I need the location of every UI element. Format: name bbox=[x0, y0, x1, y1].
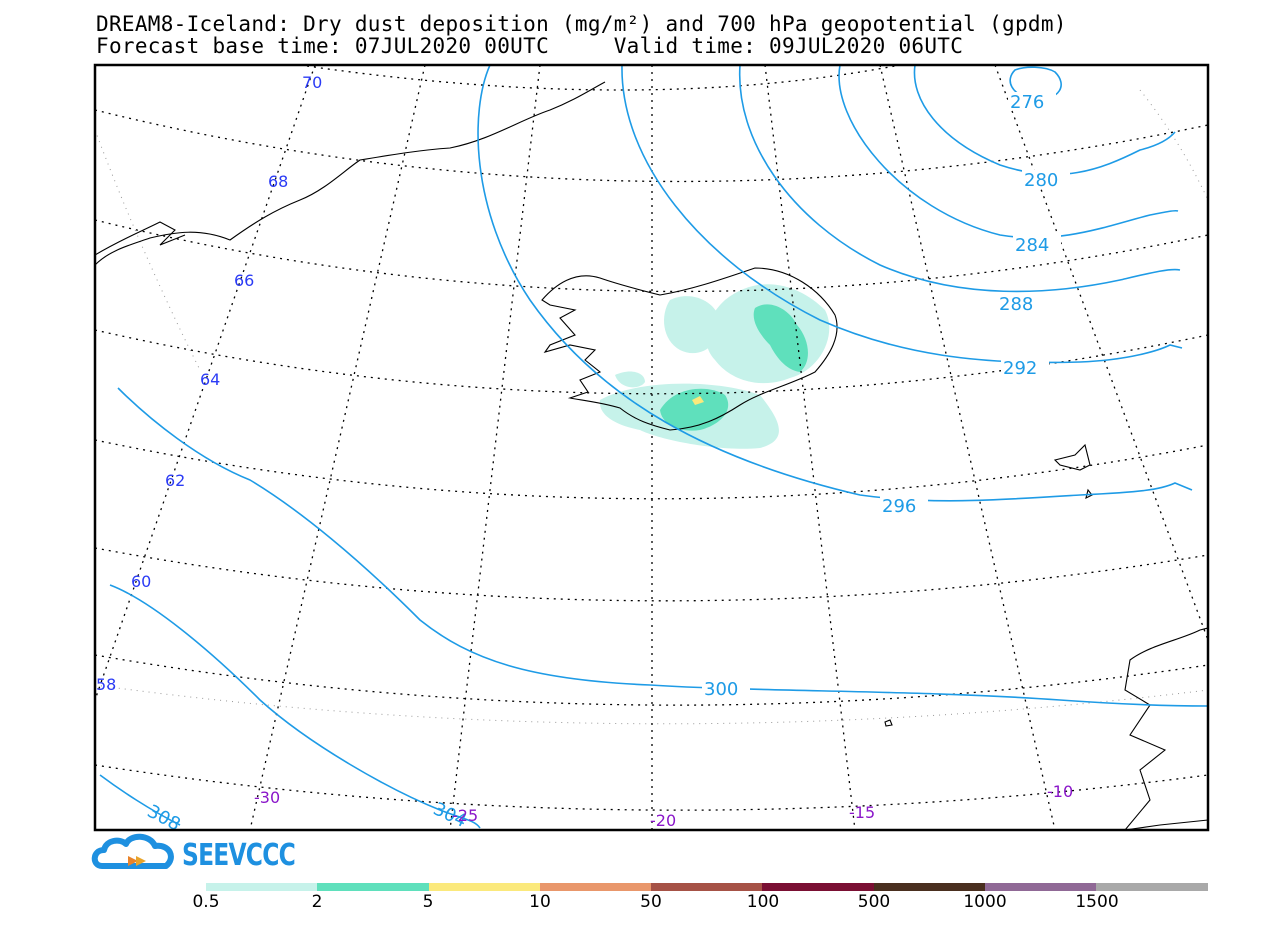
map-title: DREAM8-Iceland: Dry dust deposition (mg/… bbox=[96, 12, 1067, 36]
colorbar-label: 50 bbox=[640, 892, 662, 912]
lat-label: 62 bbox=[165, 471, 185, 490]
lon-label: -10 bbox=[1047, 782, 1073, 801]
lon-label: -20 bbox=[650, 811, 676, 830]
colorbar-swatch bbox=[428, 883, 540, 891]
colorbar bbox=[206, 883, 1208, 891]
lon-label: -25 bbox=[452, 806, 478, 825]
lat-label: 70 bbox=[302, 73, 322, 92]
contour-label: 292 bbox=[1003, 358, 1037, 379]
contour-label: 296 bbox=[882, 496, 916, 517]
lat-label: 68 bbox=[268, 172, 288, 191]
lat-label: 60 bbox=[131, 572, 151, 591]
colorbar-swatch bbox=[985, 883, 1097, 891]
colorbar-swatch bbox=[539, 883, 652, 891]
colorbar-label: 1500 bbox=[1075, 892, 1119, 912]
colorbar-label: 100 bbox=[746, 892, 780, 912]
lat-label: 58 bbox=[96, 675, 116, 694]
colorbar-label: 10 bbox=[529, 892, 551, 912]
colorbar-swatch bbox=[873, 883, 986, 891]
contour-label: 288 bbox=[999, 294, 1033, 315]
latitude-labels: 70 68 66 64 62 60 58 bbox=[96, 73, 322, 694]
colorbar-label: 500 bbox=[857, 892, 891, 912]
colorbar-swatch bbox=[206, 883, 318, 891]
coastlines bbox=[95, 81, 1208, 830]
colorbar-swatch bbox=[1096, 883, 1208, 891]
colorbar-label: 5 bbox=[422, 892, 434, 912]
longitude-lines bbox=[95, 65, 1208, 830]
contour-label: 284 bbox=[1015, 235, 1049, 256]
contour-labels: 276 280 284 288 292 296 300 304 308 bbox=[144, 92, 1070, 836]
contour-label: 276 bbox=[1010, 92, 1044, 113]
colorbar-swatch bbox=[762, 883, 874, 891]
colorbar-label: 1000 bbox=[963, 892, 1007, 912]
lon-label: -30 bbox=[254, 788, 280, 807]
colorbar-swatch bbox=[317, 883, 429, 891]
map-subtitle-times: Forecast base time: 07JUL2020 00UTC Vali… bbox=[96, 34, 964, 58]
contour-label: 300 bbox=[704, 679, 738, 700]
contour-label: 280 bbox=[1024, 170, 1058, 191]
colorbar-label: 2 bbox=[311, 892, 323, 912]
lat-label: 64 bbox=[200, 370, 220, 389]
cloud-arrow-icon bbox=[91, 833, 174, 869]
colorbar-swatch bbox=[651, 883, 763, 891]
map-frame bbox=[93, 63, 1210, 832]
seevccc-logo: SEEVCCC bbox=[182, 838, 296, 873]
colorbar-label: 0.5 bbox=[192, 892, 220, 912]
dust-deposition-field bbox=[599, 284, 830, 449]
longitude-labels: -30 -25 -20 -15 -10 bbox=[254, 782, 1073, 830]
lon-label: -15 bbox=[849, 803, 875, 822]
lat-label: 66 bbox=[234, 271, 254, 290]
